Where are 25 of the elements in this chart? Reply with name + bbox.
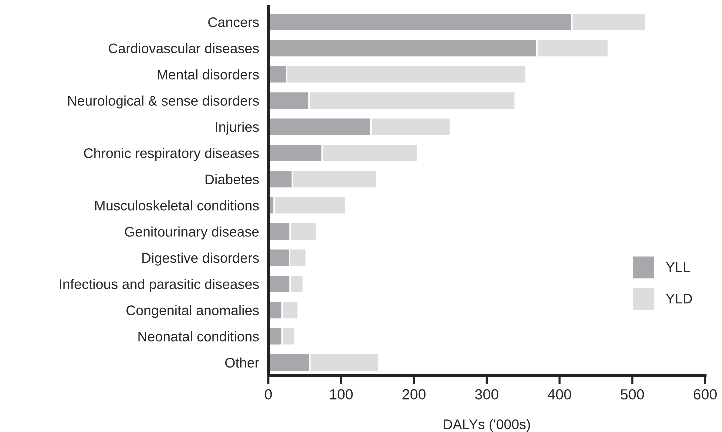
bar [274,196,346,216]
x-tick-label: 400 [548,389,572,400]
y-tick-label: Chronic respiratory diseases [84,148,260,162]
x-tick-label: 300 [475,389,499,400]
y-tick-label: Neonatal conditions [138,332,260,342]
x-tick-label: 500 [621,389,644,400]
y-tick-label: Musculoskeletal conditions [95,200,260,211]
y-tick-label: Cancers [208,18,260,28]
y-tick-label: Mental disorders [158,70,260,80]
y-tick-label: Injuries [216,122,260,135]
x-axis-title: DALYs ('000s) [444,419,530,432]
y-tick-label: Digestive disorders [142,252,260,266]
y-tick-label: Genitourinary disease [125,226,259,240]
y-tick-label: Congenital anomalies [126,305,260,318]
y-tick-label: Other [225,358,260,368]
legend-label: YLL [666,262,690,272]
x-tick-label: 100 [330,389,353,400]
legend-label: YLD [666,294,692,304]
y-tick-label: Cardiovascular diseases [108,43,260,54]
x-tick-label: 0 [265,389,272,400]
x-tick-label: 200 [402,389,426,400]
x-tick-label: 600 [694,389,717,400]
y-tick-label: Neurological & sense disorders [68,96,260,109]
y-tick-label: Infectious and parasitic diseases [60,279,260,292]
y-tick-label: Diabetes [206,174,260,185]
